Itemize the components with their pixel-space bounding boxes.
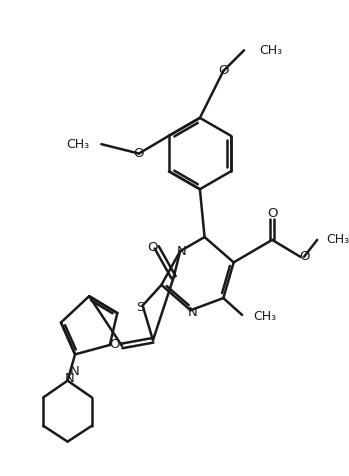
Text: O: O <box>134 147 144 160</box>
Text: N: N <box>177 245 187 258</box>
Text: O: O <box>267 207 277 220</box>
Text: CH₃: CH₃ <box>66 138 89 151</box>
Text: O: O <box>218 64 229 78</box>
Text: O: O <box>147 241 157 254</box>
Text: CH₃: CH₃ <box>327 233 349 247</box>
Text: N: N <box>187 306 197 318</box>
Text: S: S <box>136 301 145 314</box>
Text: CH₃: CH₃ <box>259 44 282 57</box>
Text: CH₃: CH₃ <box>253 310 276 323</box>
Text: O: O <box>299 250 309 263</box>
Text: O: O <box>109 338 120 351</box>
Text: N: N <box>65 372 74 385</box>
Text: N: N <box>70 365 80 378</box>
